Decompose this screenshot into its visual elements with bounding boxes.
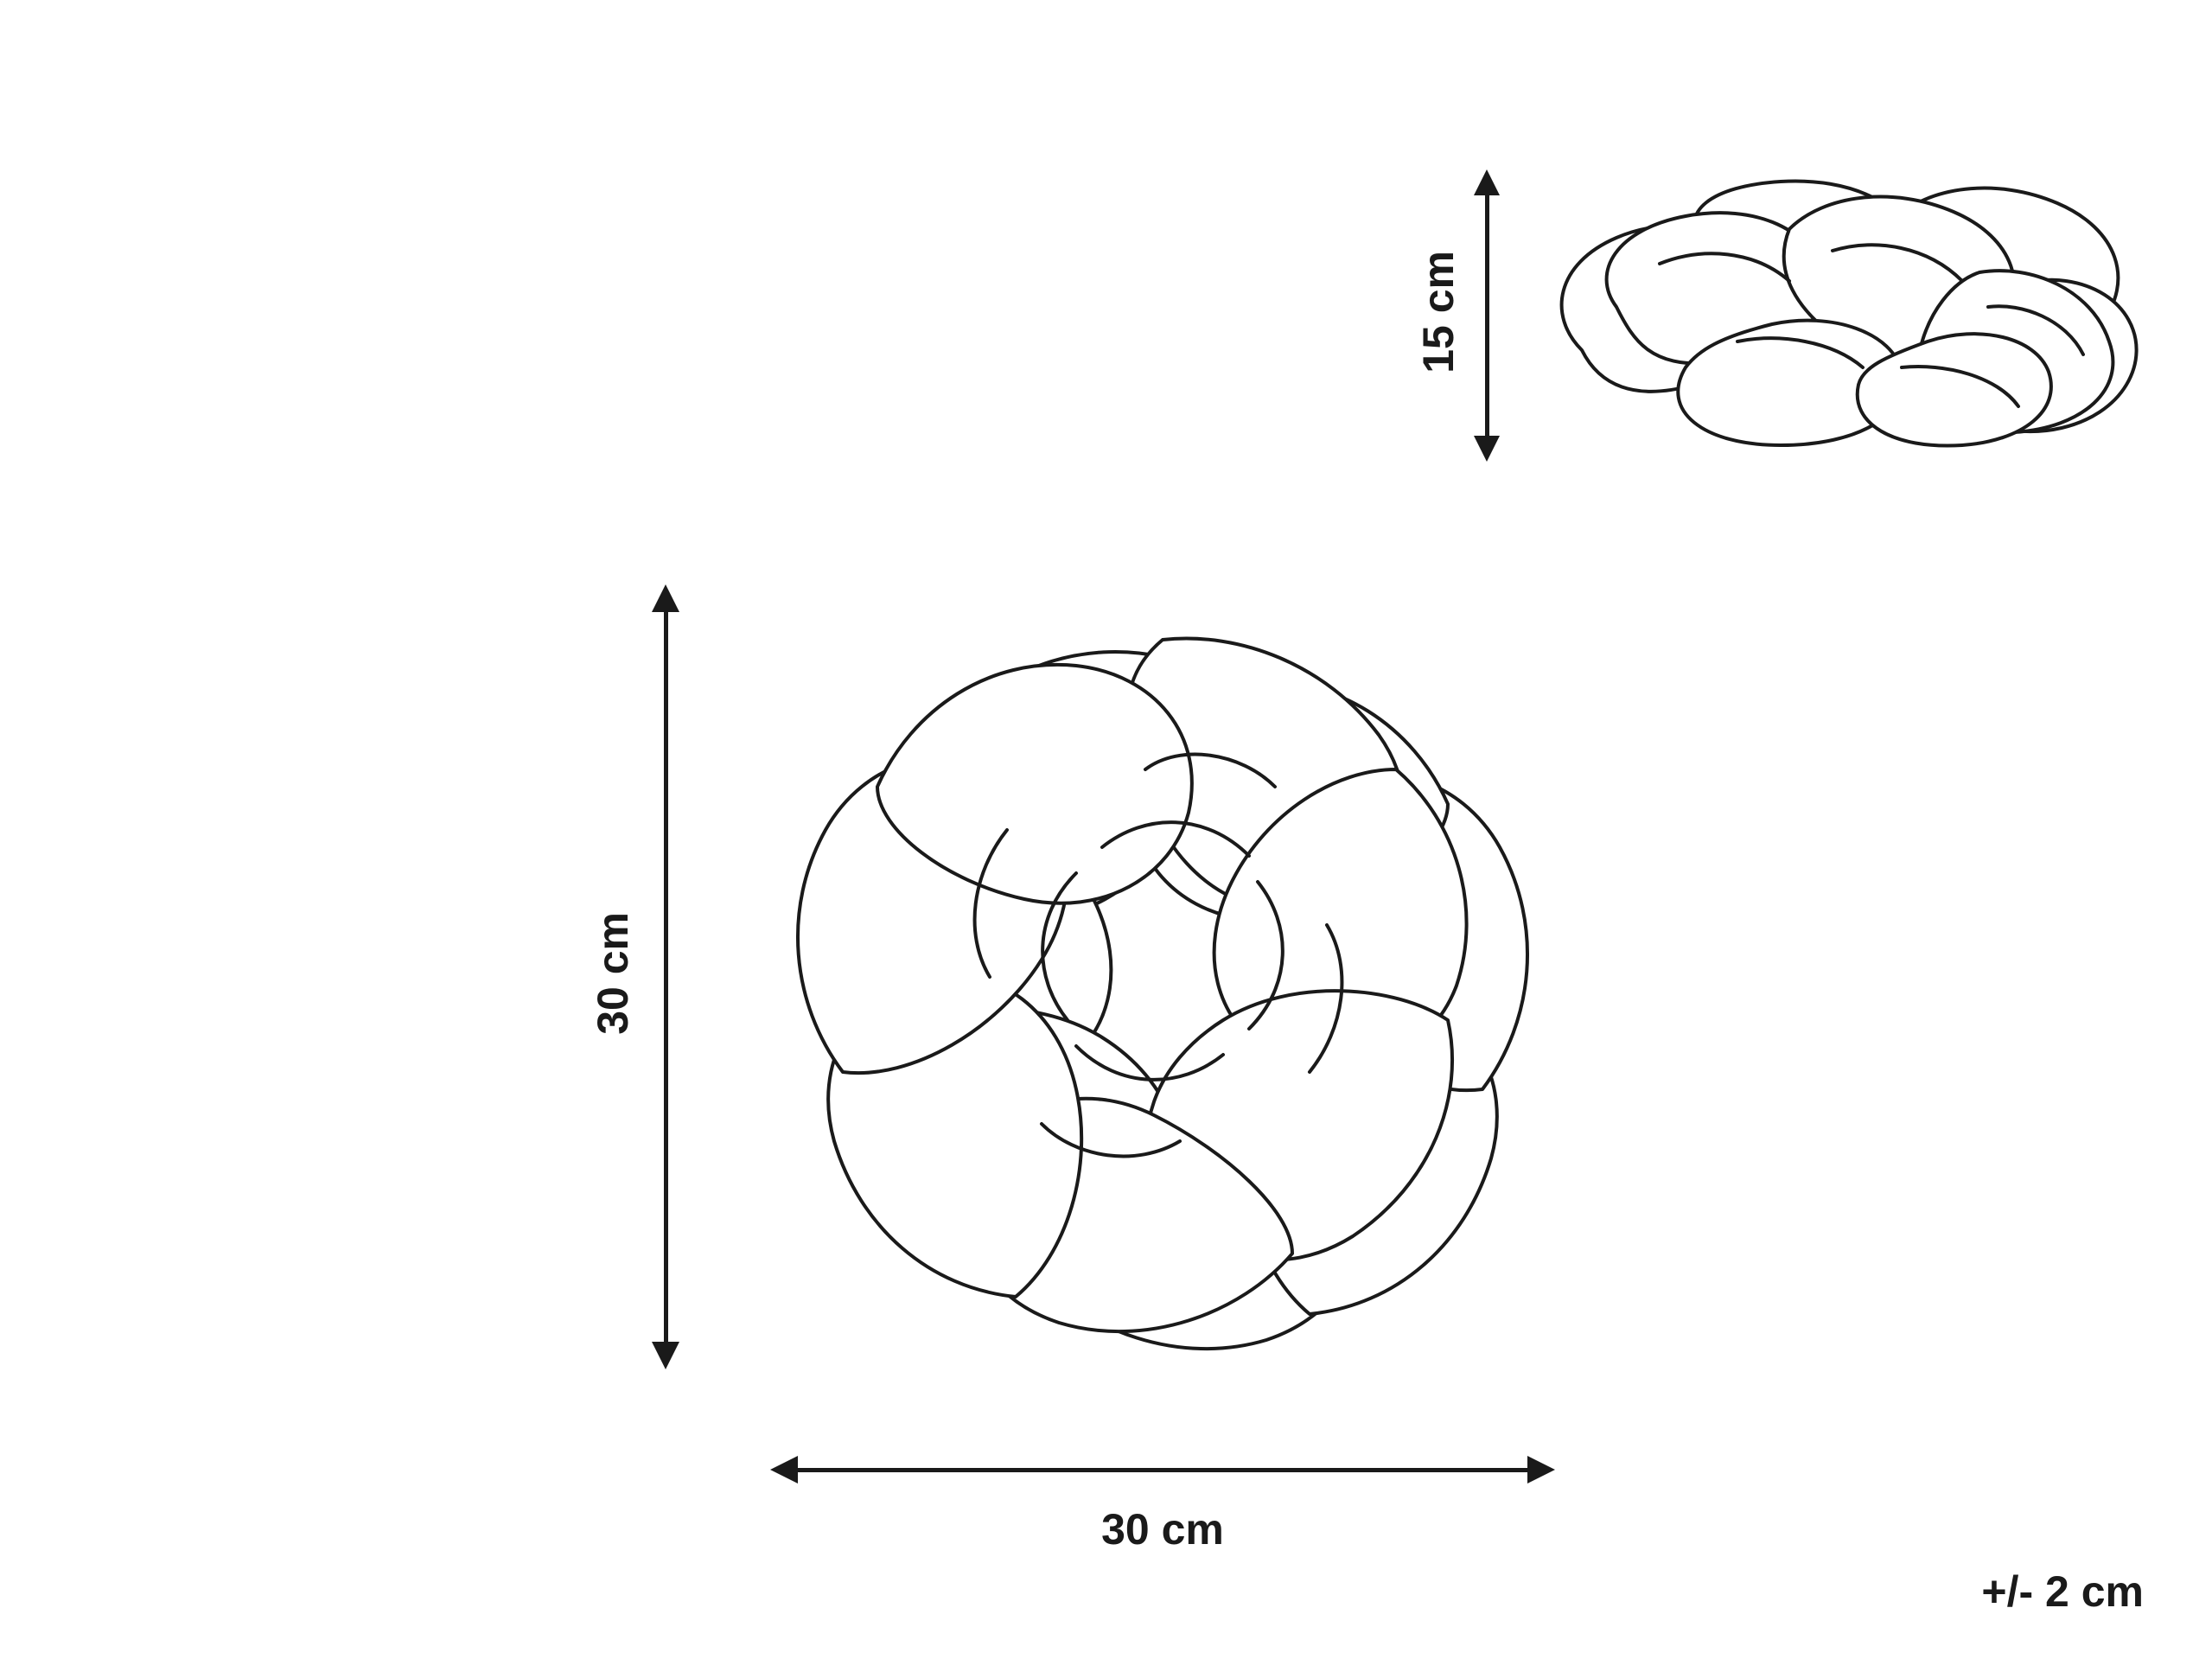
front-height-arrow bbox=[664, 605, 668, 1349]
side-height-arrow bbox=[1485, 188, 1489, 443]
front-height-arrow-bottom bbox=[652, 1342, 679, 1369]
knot-side-view bbox=[1530, 169, 2152, 463]
front-width-arrow-right bbox=[1527, 1456, 1555, 1484]
side-height-arrow-top bbox=[1474, 169, 1500, 195]
front-width-arrow-left bbox=[770, 1456, 798, 1484]
front-height-label: 30 cm bbox=[588, 912, 638, 1035]
front-width-arrow bbox=[791, 1468, 1534, 1472]
side-height-arrow-bottom bbox=[1474, 436, 1500, 462]
side-height-label: 15 cm bbox=[1413, 251, 1463, 373]
knot-front-view bbox=[774, 588, 1552, 1366]
front-height-arrow-top bbox=[652, 584, 679, 612]
front-width-label: 30 cm bbox=[1098, 1504, 1227, 1554]
tolerance-note: +/- 2 cm bbox=[1981, 1566, 2144, 1617]
